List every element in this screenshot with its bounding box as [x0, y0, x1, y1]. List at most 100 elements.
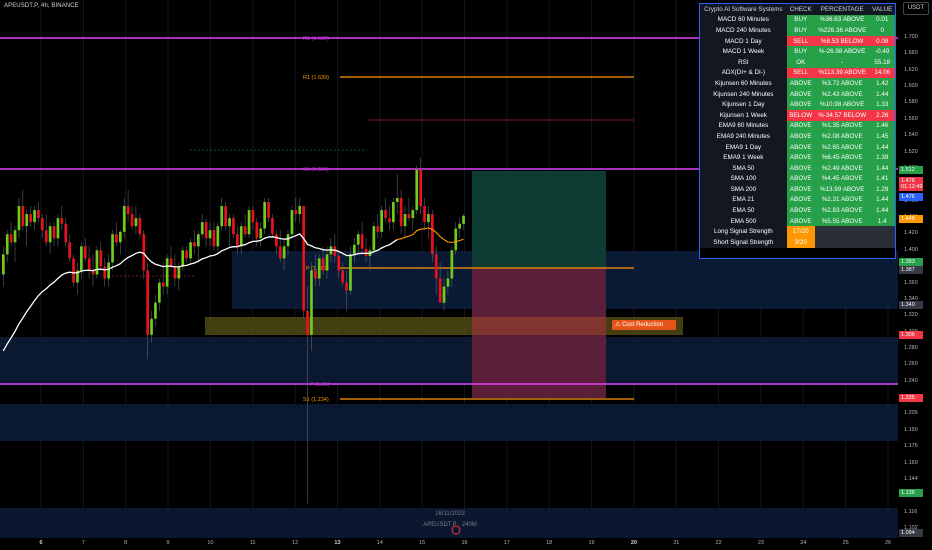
- crosshair-date: 16/11/2023: [435, 511, 465, 517]
- candle-down: [193, 242, 196, 247]
- indicator-percentage: %2.83 ABOVE: [814, 205, 870, 216]
- candle-up: [372, 226, 376, 251]
- candle-down: [161, 282, 165, 287]
- time-tick: 17: [503, 540, 510, 546]
- candle-up: [450, 250, 454, 279]
- candle-up: [208, 230, 212, 239]
- indicator-value: 1.44: [869, 205, 895, 216]
- candle-down: [236, 234, 239, 247]
- candle-down: [431, 214, 434, 255]
- time-axis[interactable]: 6 7 8 9 10 11 12 13 14 15 16 17 18 19 20 21 22 23 24 25 26: [0, 538, 900, 550]
- indicator-value: 1.41: [869, 173, 895, 185]
- cost-reduction-label: ⚠ Cost Reduction: [612, 320, 676, 330]
- indicator-value: -0.49: [869, 46, 895, 57]
- candle-down: [52, 226, 56, 239]
- candle-down: [68, 242, 71, 259]
- price-tick: 1.260: [904, 361, 918, 368]
- indicator-check: ABOVE: [786, 141, 815, 153]
- table-header-row: Crypto AI Software Systems CHECK PERCENT…: [700, 4, 895, 15]
- indicator-name: EMA9 1 Week: [700, 152, 787, 163]
- candle-down: [142, 234, 146, 271]
- candle-up: [154, 302, 157, 319]
- indicator-name: Kijunsen 1 Day: [700, 99, 787, 110]
- signal-name: Short Signal Strength: [700, 237, 787, 248]
- candle-up: [122, 206, 126, 232]
- price-label: 1.340: [899, 301, 923, 309]
- indicator-value: 55.18: [869, 56, 895, 68]
- indicator-value: 0.01: [869, 14, 895, 26]
- symbol-title[interactable]: APEUSDT.P, 4h, BINANCE: [4, 3, 79, 9]
- price-tick: 1.340: [904, 295, 918, 302]
- candle-up: [415, 169, 419, 211]
- candle-down: [321, 258, 325, 271]
- candle-down: [388, 218, 391, 223]
- price-tick: 1.116: [904, 508, 918, 515]
- price-tick: 1.420: [904, 230, 918, 237]
- candle-up: [298, 206, 302, 215]
- candle-down: [130, 214, 134, 227]
- timeline-marker-icon[interactable]: [451, 525, 461, 535]
- warning-icon: ⚠: [615, 322, 621, 328]
- candle-up: [263, 202, 266, 229]
- indicator-value: 1.46: [869, 120, 895, 132]
- indicator-percentage: %2.08 ABOVE: [814, 131, 870, 142]
- indicator-name: SMA 50: [700, 162, 787, 174]
- time-tick: 11: [249, 540, 256, 546]
- candle-up: [442, 286, 446, 303]
- candle-up: [48, 226, 52, 243]
- candle-down: [243, 226, 247, 235]
- price-label: 1.387: [899, 266, 923, 274]
- table-row: EMA 21 ABOVE %2.31 ABOVE 1.44: [700, 194, 895, 206]
- candle-up: [56, 218, 60, 239]
- price-tick: 1.190: [904, 426, 918, 433]
- time-tick: 20: [630, 540, 637, 546]
- candle-down: [364, 248, 368, 256]
- candle-up: [181, 250, 185, 267]
- candle-up: [317, 258, 321, 279]
- indicator-percentage: %36.63 ABOVE: [814, 14, 870, 26]
- indicator-check: ABOVE: [786, 184, 815, 195]
- signal-spacer: [814, 226, 895, 238]
- time-tick: 10: [207, 540, 214, 546]
- candle-up: [310, 270, 313, 335]
- indicator-value: 1.33: [869, 99, 895, 110]
- table-row: RSI OK -55.18: [700, 56, 895, 68]
- candle-down: [91, 270, 95, 275]
- candle-down: [407, 214, 411, 219]
- price-tick: 1.160: [904, 459, 918, 466]
- candle-down: [419, 169, 422, 207]
- indicator-check: BELOW: [786, 109, 815, 121]
- indicator-value: 1.4: [869, 215, 895, 227]
- indicator-check: ABOVE: [786, 162, 815, 174]
- candle-down: [337, 255, 341, 271]
- candle-up: [247, 210, 251, 235]
- pivot-label-s1: S1 (1.234): [303, 397, 329, 403]
- time-tick: 26: [884, 540, 892, 546]
- candle-up: [76, 270, 79, 283]
- price-tick: 1.240: [904, 377, 918, 384]
- candle-up: [150, 318, 153, 335]
- signal-value: 17/20: [786, 226, 815, 238]
- price-label: 1.448: [899, 215, 923, 223]
- candle-up: [454, 228, 458, 251]
- candle-down: [278, 246, 282, 259]
- candle-down: [103, 266, 107, 279]
- candle-up: [220, 206, 224, 227]
- candle-up: [134, 218, 138, 227]
- time-tick: 19: [588, 540, 595, 546]
- indicator-value: 1.44: [869, 141, 895, 153]
- price-label: 1.476: [899, 193, 923, 201]
- candle-down: [115, 234, 118, 243]
- candle-up: [259, 228, 263, 239]
- indicator-percentage: %4.45 ABOVE: [814, 173, 870, 185]
- candle-up: [119, 231, 122, 243]
- candle-down: [255, 222, 259, 239]
- candle-up: [403, 214, 407, 227]
- candle-up: [107, 262, 110, 279]
- candle-down: [306, 310, 309, 335]
- header-check: CHECK: [786, 4, 815, 15]
- currency-button[interactable]: USDT: [903, 2, 929, 15]
- price-label: 1.478: [899, 177, 923, 185]
- indicator-percentage: %-26.98 ABOVE: [814, 46, 870, 57]
